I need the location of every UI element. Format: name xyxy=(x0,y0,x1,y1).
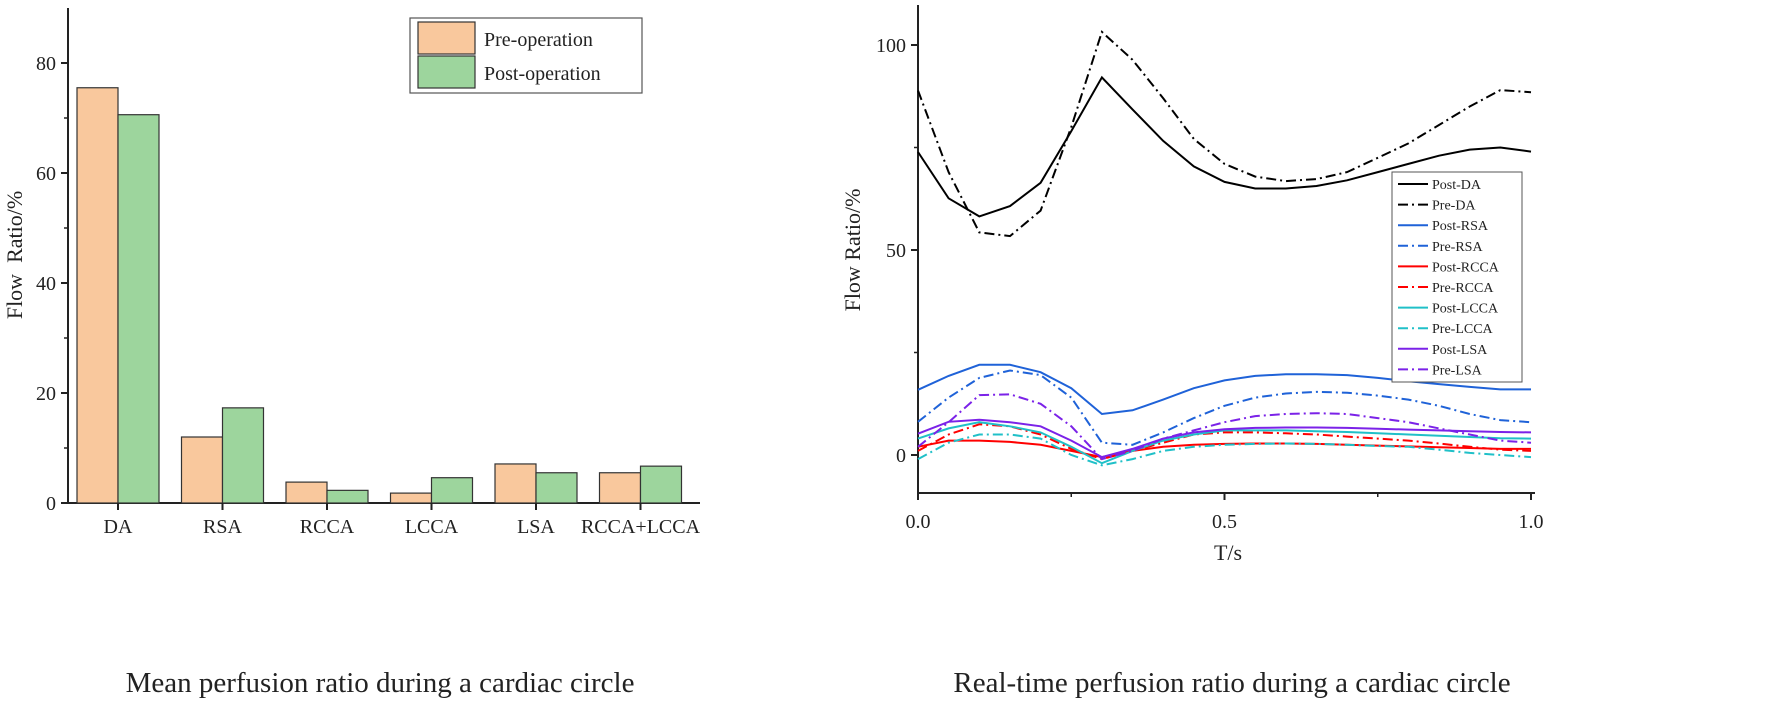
legend-box xyxy=(1391,171,1523,383)
line-chart-caption: Real-time perfusion ratio during a cardi… xyxy=(953,667,1510,699)
legend-swatch xyxy=(417,55,476,89)
bar-pre-operation-rsa xyxy=(180,436,224,504)
bar-pre-operation-lcca xyxy=(389,492,433,504)
x-tick-label: 0.0 xyxy=(906,511,931,533)
x-tick-label: RCCA xyxy=(300,516,355,538)
legend-label: Pre-DA xyxy=(1432,199,1476,214)
legend-label: Post-operation xyxy=(484,63,601,85)
y-tick-label: 40 xyxy=(36,273,56,295)
legend-label: Post-RCCA xyxy=(1432,260,1500,275)
bar-chart-y-label: Flow Ratio/% xyxy=(2,191,27,319)
bar-post-operation-rcca xyxy=(326,489,369,504)
x-tick-label: LSA xyxy=(517,516,555,538)
bar-pre-operation-rcca+lcca xyxy=(598,472,642,504)
series-line-post-lsa xyxy=(917,418,1532,459)
bar-post-operation-da xyxy=(117,114,160,504)
series-line-post-rcca xyxy=(917,439,1531,459)
legend-label: Post-LCCA xyxy=(1432,302,1499,317)
y-tick-label: 100 xyxy=(876,35,906,57)
series-line-post-da xyxy=(917,75,1532,218)
x-tick-label: RCCA+LCCA xyxy=(581,516,701,538)
y-tick-label: 80 xyxy=(36,53,56,75)
bar-chart-caption: Mean perfusion ratio during a cardiac ci… xyxy=(126,667,635,699)
y-tick-label: 0 xyxy=(896,445,906,467)
bar-post-operation-lcca xyxy=(430,477,474,504)
legend-label: Pre-RCCA xyxy=(1432,281,1494,296)
x-tick-label: 0.5 xyxy=(1212,511,1237,533)
line-chart-x-label: T/s xyxy=(1214,540,1242,565)
legend-swatch xyxy=(417,21,476,55)
series-line-post-lcca xyxy=(917,421,1532,465)
legend-label: Pre-LCCA xyxy=(1432,322,1494,337)
bar-chart: Mean perfusion ratio during a cardiac ci… xyxy=(2,8,701,699)
bar-post-operation-rsa xyxy=(221,407,265,504)
x-tick-label: DA xyxy=(104,516,133,538)
series-line-pre-lsa xyxy=(917,393,1532,461)
y-tick-label: 20 xyxy=(36,383,56,405)
legend-label: Post-LSA xyxy=(1432,343,1488,358)
x-tick-label: LCCA xyxy=(405,516,459,538)
series-line-post-rsa xyxy=(917,363,1531,416)
line-chart: Real-time perfusion ratio during a cardi… xyxy=(840,5,1544,699)
series-line-pre-rsa xyxy=(917,369,1532,446)
x-tick-label: RSA xyxy=(203,516,242,538)
bar-post-operation-lsa xyxy=(535,472,578,504)
legend-label: Pre-RSA xyxy=(1432,240,1483,255)
series-line-pre-da xyxy=(917,30,1532,238)
legend-label: Post-DA xyxy=(1432,178,1482,193)
legend-label: Pre-operation xyxy=(484,29,593,51)
bar-pre-operation-lsa xyxy=(494,463,537,504)
bar-pre-operation-rcca xyxy=(285,481,328,504)
y-tick-label: 50 xyxy=(886,240,906,262)
y-tick-label: 0 xyxy=(46,493,56,515)
legend-label: Post-RSA xyxy=(1432,219,1489,234)
bar-post-operation-rcca+lcca xyxy=(639,465,683,504)
y-tick-label: 60 xyxy=(36,163,56,185)
series-line-pre-lcca xyxy=(917,433,1532,467)
bar-pre-operation-da xyxy=(76,87,119,504)
line-chart-y-label: Flow Ratio/% xyxy=(840,189,865,312)
legend-label: Pre-LSA xyxy=(1432,363,1483,378)
x-tick-label: 1.0 xyxy=(1519,511,1544,533)
